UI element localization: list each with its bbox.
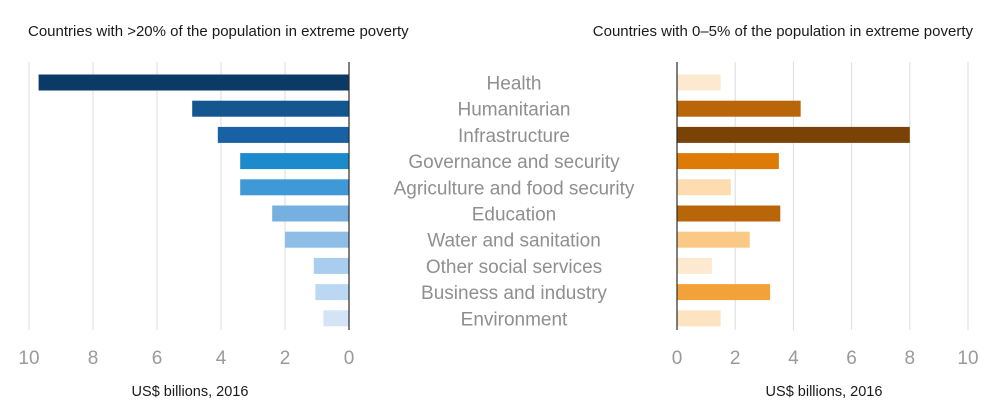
right-bar-business-and-industry (677, 284, 771, 301)
category-label-humanitarian: Humanitarian (458, 100, 571, 121)
left-bar-education (272, 205, 349, 222)
right-bar-humanitarian (677, 100, 801, 117)
left-tick-4: 4 (216, 348, 227, 369)
category-label-infrastructure: Infrastructure (458, 126, 570, 147)
category-label-governance-and-security: Governance and security (408, 152, 620, 173)
right-tick-0: 0 (672, 348, 683, 369)
category-label-agriculture-and-food-security: Agriculture and food security (394, 178, 635, 199)
bars (38, 74, 910, 327)
left-bar-agriculture-and-food-security (240, 179, 349, 196)
left-bar-water-and-sanitation (285, 231, 349, 248)
category-label-health: Health (487, 74, 542, 95)
right-bar-governance-and-security (677, 153, 779, 170)
left-bar-infrastructure (217, 126, 349, 143)
right-bar-infrastructure (677, 126, 910, 143)
category-label-water-and-sanitation: Water and sanitation (427, 231, 601, 252)
right-bar-water-and-sanitation (677, 231, 750, 248)
left-bar-humanitarian (192, 100, 349, 117)
left-tick-6: 6 (152, 348, 163, 369)
left-bar-other-social-services (313, 257, 349, 274)
right-tick-10: 10 (957, 348, 978, 369)
right-bar-health (677, 74, 721, 91)
left-bar-business-and-industry (315, 284, 349, 301)
category-labels: Health Humanitarian Infrastructure Governan… (394, 74, 635, 331)
right-bar-education (677, 205, 781, 222)
left-tick-10: 10 (18, 348, 39, 369)
right-x-axis-label: US$ billions, 2016 (766, 384, 883, 400)
category-label-education: Education (472, 205, 557, 226)
left-chart-title: Countries with >20% of the population in… (28, 23, 409, 40)
left-tick-8: 8 (88, 348, 99, 369)
right-bar-environment (677, 310, 721, 327)
left-x-axis-label: US$ billions, 2016 (132, 384, 249, 400)
left-bar-governance-and-security (240, 153, 349, 170)
left-bar-environment (323, 310, 349, 327)
right-tick-8: 8 (905, 348, 916, 369)
left-tick-2: 2 (280, 348, 291, 369)
left-bar-health (38, 74, 349, 91)
right-tick-2: 2 (730, 348, 741, 369)
right-bar-agriculture-and-food-security (677, 179, 731, 196)
left-tick-0: 0 (344, 348, 355, 369)
right-tick-6: 6 (846, 348, 857, 369)
axes (348, 62, 678, 330)
category-label-environment: Environment (461, 309, 568, 330)
tick-labels: 0 2 4 6 8 10 0 2 4 6 8 10 (18, 348, 978, 369)
category-label-other-social-services: Other social services (426, 257, 602, 278)
category-label-business-and-industry: Business and industry (421, 283, 607, 304)
right-bar-other-social-services (677, 257, 712, 274)
right-chart-title: Countries with 0–5% of the population in… (593, 23, 974, 40)
right-tick-4: 4 (788, 348, 799, 369)
